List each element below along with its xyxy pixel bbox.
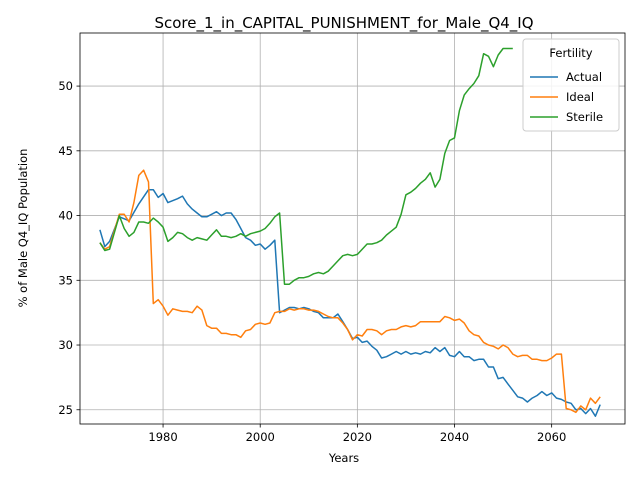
series-line-sterile [99, 47, 513, 285]
x-tick-label: 2040 [440, 430, 469, 444]
legend-label-actual: Actual [566, 70, 602, 84]
y-tick-label: 45 [58, 144, 73, 158]
legend: Fertility Actual Ideal Sterile [522, 38, 620, 132]
legend-label-sterile: Sterile [566, 110, 603, 124]
series-line-ideal [99, 169, 601, 414]
series-lines [99, 47, 601, 417]
axis-ticks: 1980 2000 2020 2040 2060 25 30 35 40 45 50 [58, 79, 566, 444]
x-tick-label: 2000 [246, 430, 275, 444]
plot-area-frame [79, 32, 626, 425]
x-tick-label: 2060 [537, 430, 566, 444]
y-tick-label: 30 [58, 338, 73, 352]
legend-title: Fertility [549, 46, 592, 60]
series-line-actual [99, 188, 601, 417]
y-tick-label: 35 [58, 273, 73, 287]
legend-label-ideal: Ideal [566, 90, 594, 104]
y-tick-label: 50 [58, 79, 73, 93]
y-tick-label: 25 [58, 403, 73, 417]
x-tick-label: 1980 [148, 430, 177, 444]
x-axis-label: Years [328, 451, 359, 465]
x-tick-label: 2020 [343, 430, 372, 444]
y-tick-label: 40 [58, 209, 73, 223]
chart-title: Score_1_in_CAPITAL_PUNISHMENT_for_Male_Q… [154, 14, 533, 33]
legend-box [522, 38, 620, 132]
y-axis-label: % of Male Q4_IQ Population [16, 149, 30, 308]
